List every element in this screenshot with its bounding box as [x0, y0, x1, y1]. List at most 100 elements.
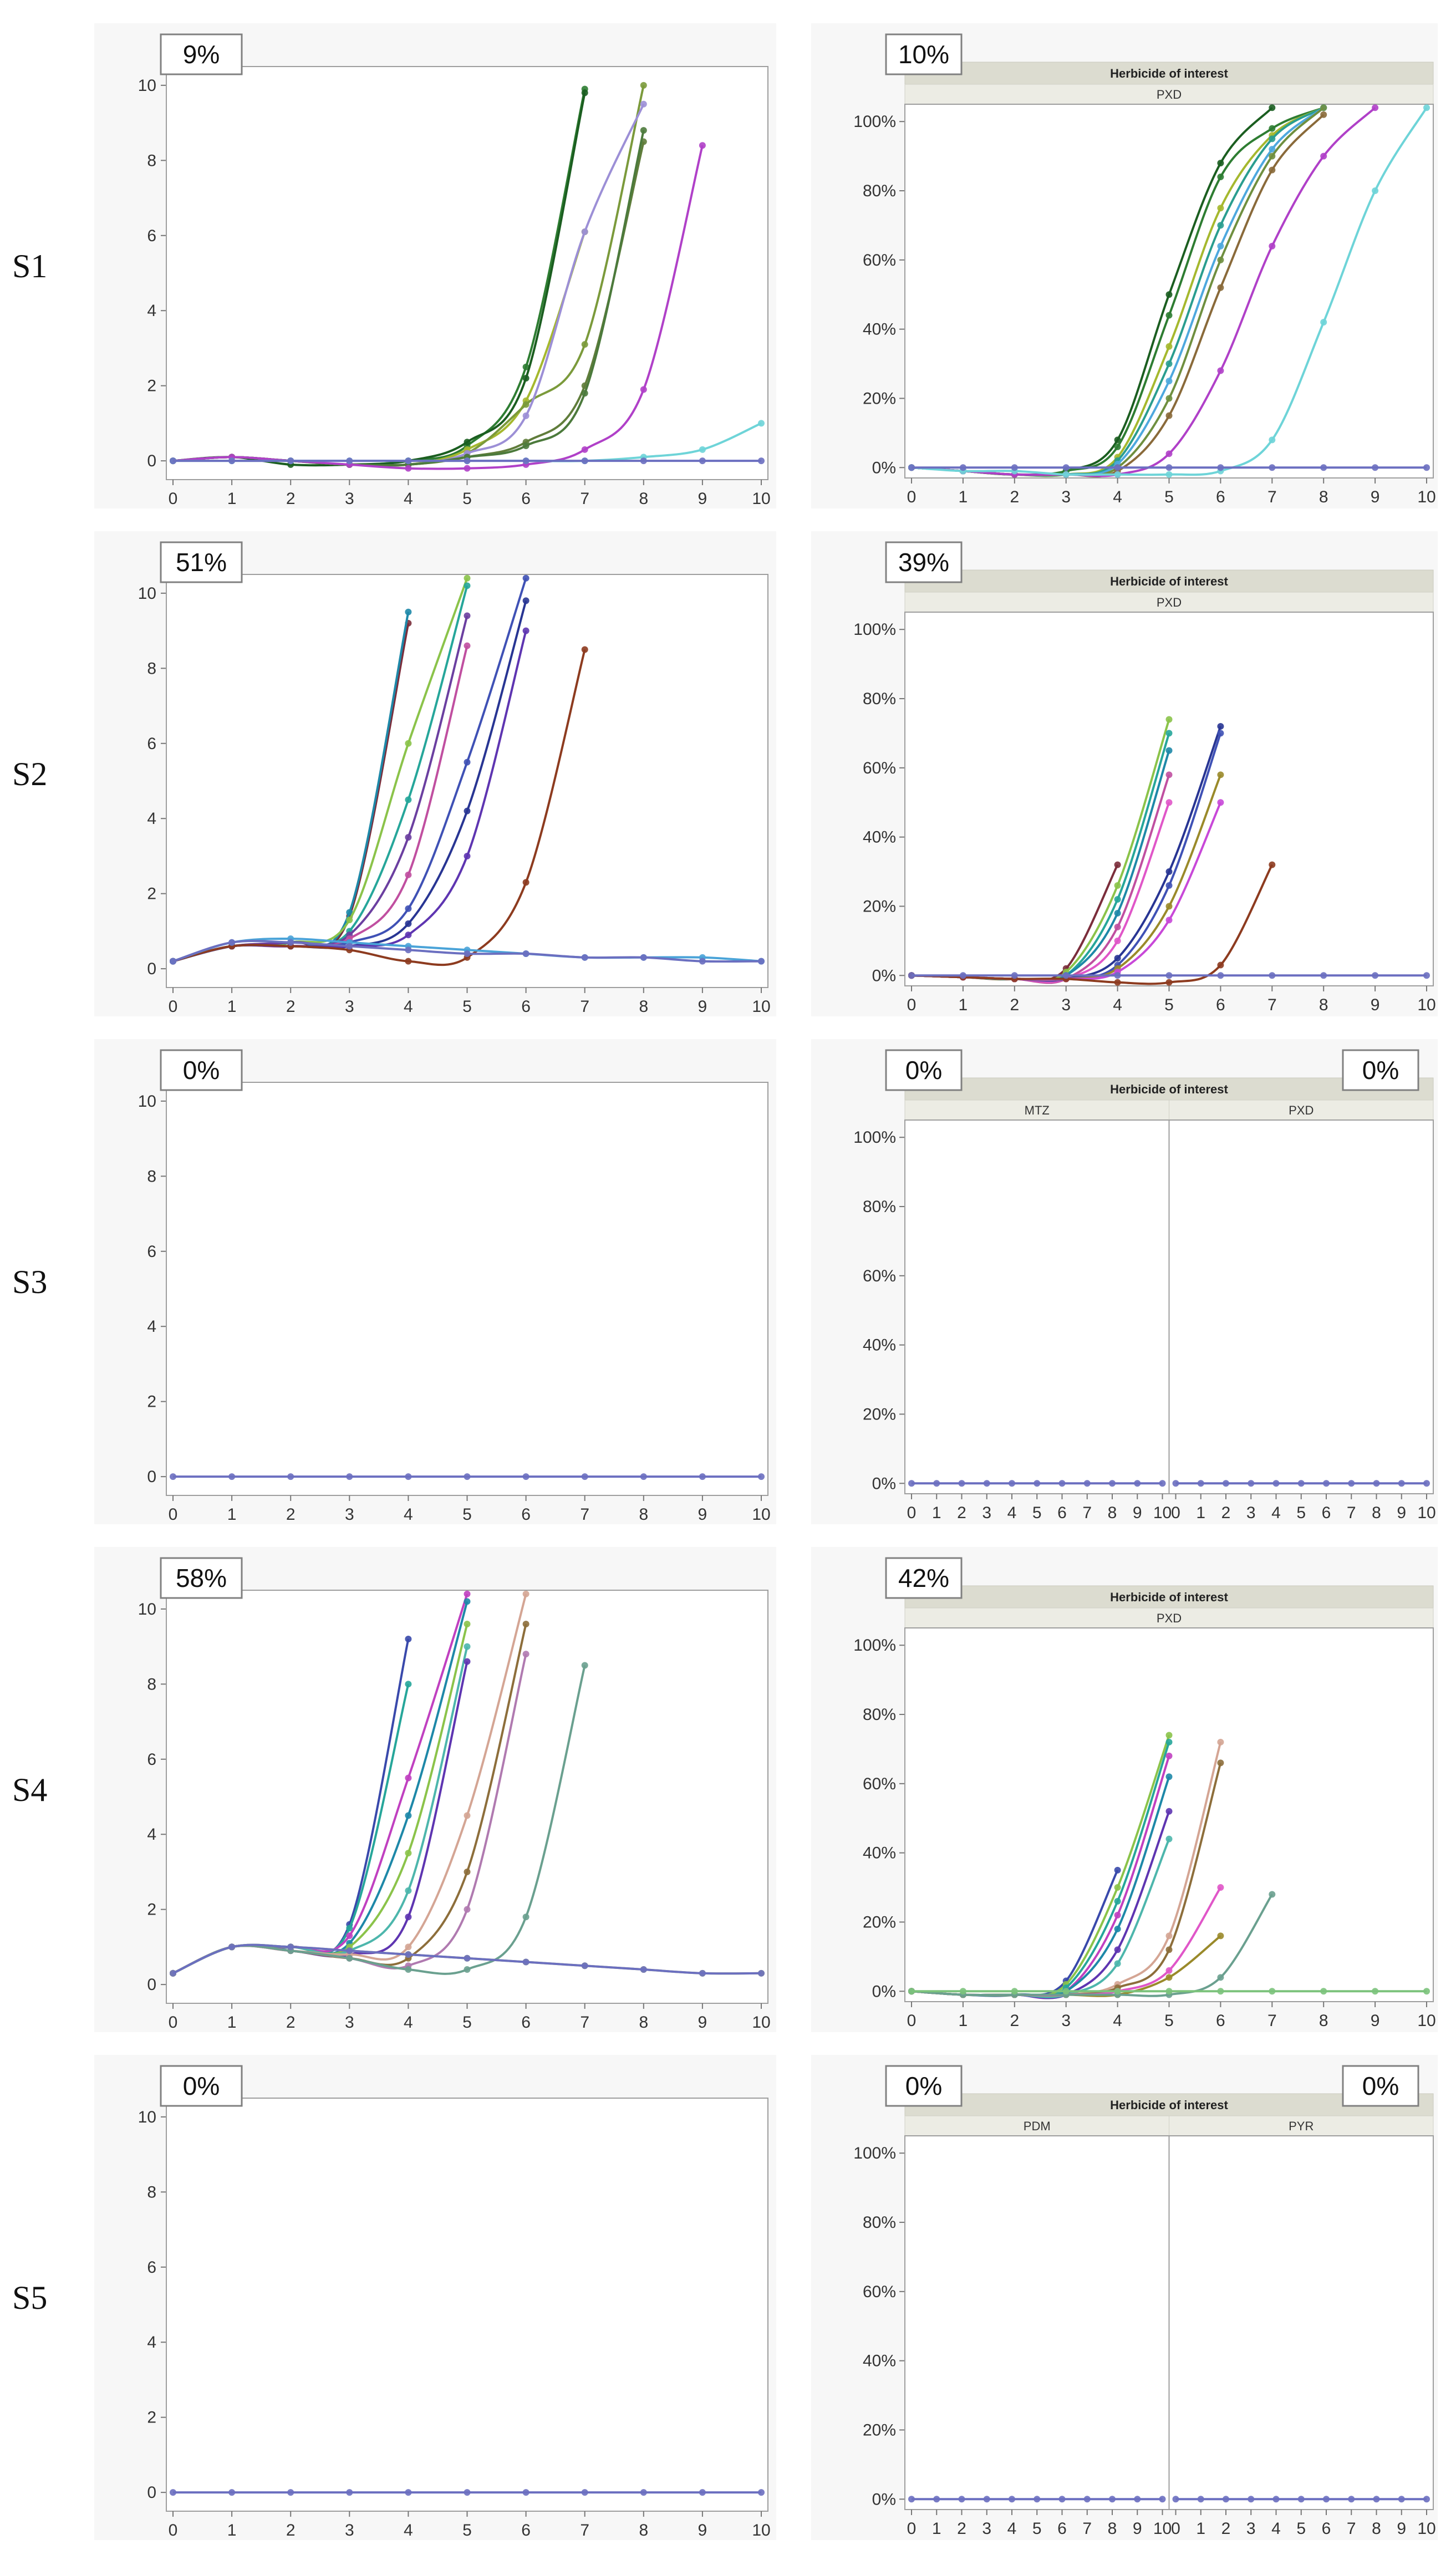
series-group [170, 1590, 765, 1977]
data-point [464, 1473, 471, 1480]
data-point [933, 2496, 940, 2503]
x-tick-label: 2 [1010, 996, 1019, 1014]
y-tick-label: 40% [863, 2352, 896, 2370]
data-point [405, 871, 412, 878]
plot-frame [166, 574, 768, 988]
y-tick-label: 2 [147, 377, 156, 395]
percent-label: 0% [905, 1056, 942, 1085]
x-tick-label: 6 [521, 490, 531, 508]
percent-box [885, 1049, 963, 1091]
data-point [1062, 471, 1070, 478]
data-point [758, 2489, 765, 2496]
x-tick-label: 1 [1196, 2520, 1205, 2538]
data-point [1320, 152, 1327, 160]
x-tick-label: 5 [462, 2521, 472, 2539]
data-point [1114, 923, 1121, 930]
x-tick-label: 4 [1007, 1504, 1017, 1522]
data-point [405, 1966, 412, 1973]
data-point [581, 954, 588, 961]
right-chart: Herbicide of interestPXD0%20%40%60%80%10… [853, 541, 1436, 1014]
x-tick-label: 2 [1221, 1504, 1231, 1522]
left-chart: 0 2 4 6 8 10 0 1 2 3 4 5 6 7 8 9 10 0% [138, 2065, 771, 2539]
data-point [228, 1943, 236, 1951]
data-point [699, 142, 706, 149]
y-tick-label: 8 [147, 659, 156, 678]
data-point [405, 1636, 412, 1643]
y-tick-label: 8 [147, 1675, 156, 1693]
percent-box [885, 1557, 963, 1599]
data-point [640, 127, 647, 134]
y-tick-label: 2 [147, 1901, 156, 1919]
x-tick-label: 4 [404, 997, 413, 1016]
percent-label: 39% [898, 548, 949, 577]
data-point [1272, 1480, 1280, 1487]
x-tick-label: 0 [169, 997, 178, 1016]
strip-title: Herbicide of interest [1110, 67, 1228, 80]
data-point [522, 1958, 530, 1966]
data-point [581, 89, 588, 96]
x-tick-label: 10 [1417, 1504, 1435, 1522]
data-point [346, 1473, 353, 1480]
data-point [1398, 2496, 1405, 2503]
data-point [1114, 937, 1121, 944]
data-point [1114, 464, 1121, 471]
data-point [1062, 1988, 1070, 1995]
y-tick-label: 80% [863, 1198, 896, 1216]
percent-box-right [1342, 2065, 1419, 2107]
data-point [346, 1925, 353, 1932]
strip-title: Herbicide of interest [1110, 574, 1228, 588]
data-point [1423, 104, 1430, 111]
x-tick-label: 6 [1216, 2012, 1225, 2030]
data-point [1159, 1480, 1166, 1487]
data-point [1269, 436, 1276, 444]
data-point [522, 375, 530, 382]
x-tick-label: 9 [1371, 996, 1380, 1014]
x-tick-label: 8 [1108, 1504, 1117, 1522]
x-tick-label: 10 [1417, 996, 1435, 1014]
series-group [170, 2489, 765, 2496]
data-point [1083, 2496, 1091, 2503]
y-tick-label: 20% [863, 897, 896, 915]
y-tick-label: 10 [138, 77, 156, 95]
x-tick-label: 10 [752, 2013, 770, 2032]
y-tick-label: 100% [853, 1636, 896, 1655]
data-point [699, 446, 706, 453]
x-tick-label: 6 [521, 2521, 531, 2539]
data-point [1165, 1988, 1173, 1995]
data-point [1297, 2496, 1305, 2503]
data-point [1165, 716, 1173, 723]
y-tick-label: 0% [872, 1474, 896, 1493]
data-point [522, 1913, 530, 1921]
data-point [464, 1658, 471, 1665]
data-point [1165, 1946, 1173, 1953]
strip-subheader [904, 592, 1434, 613]
data-point [1114, 1866, 1121, 1874]
y-tick-label: 4 [147, 2333, 156, 2352]
data-point [1165, 343, 1173, 350]
y-tick-label: 4 [147, 810, 156, 828]
x-tick-label: 5 [462, 1505, 472, 1524]
data-point [1217, 222, 1224, 229]
data-point [581, 390, 588, 397]
y-tick-label: 10 [138, 1600, 156, 1618]
percent-box [885, 541, 963, 583]
x-tick-label: 1 [1196, 1504, 1205, 1522]
data-point [1320, 464, 1327, 471]
data-point [1217, 799, 1224, 806]
x-tick-label: 8 [639, 2521, 648, 2539]
x-tick-label: 10 [752, 997, 770, 1016]
data-point [1058, 2496, 1066, 2503]
x-tick-label: 6 [1216, 996, 1225, 1014]
x-tick-label: 2 [1010, 2012, 1019, 2030]
x-tick-label: 3 [345, 2013, 354, 2032]
data-point [522, 363, 530, 370]
data-point [1114, 1960, 1121, 1967]
data-point [522, 879, 530, 886]
data-point [346, 917, 353, 924]
percent-label: 0% [905, 2072, 942, 2100]
y-tick-label: 100% [853, 1128, 896, 1147]
x-tick-label: 0 [169, 490, 178, 508]
data-point [405, 608, 412, 615]
data-point [522, 574, 530, 582]
data-point [405, 1850, 412, 1857]
